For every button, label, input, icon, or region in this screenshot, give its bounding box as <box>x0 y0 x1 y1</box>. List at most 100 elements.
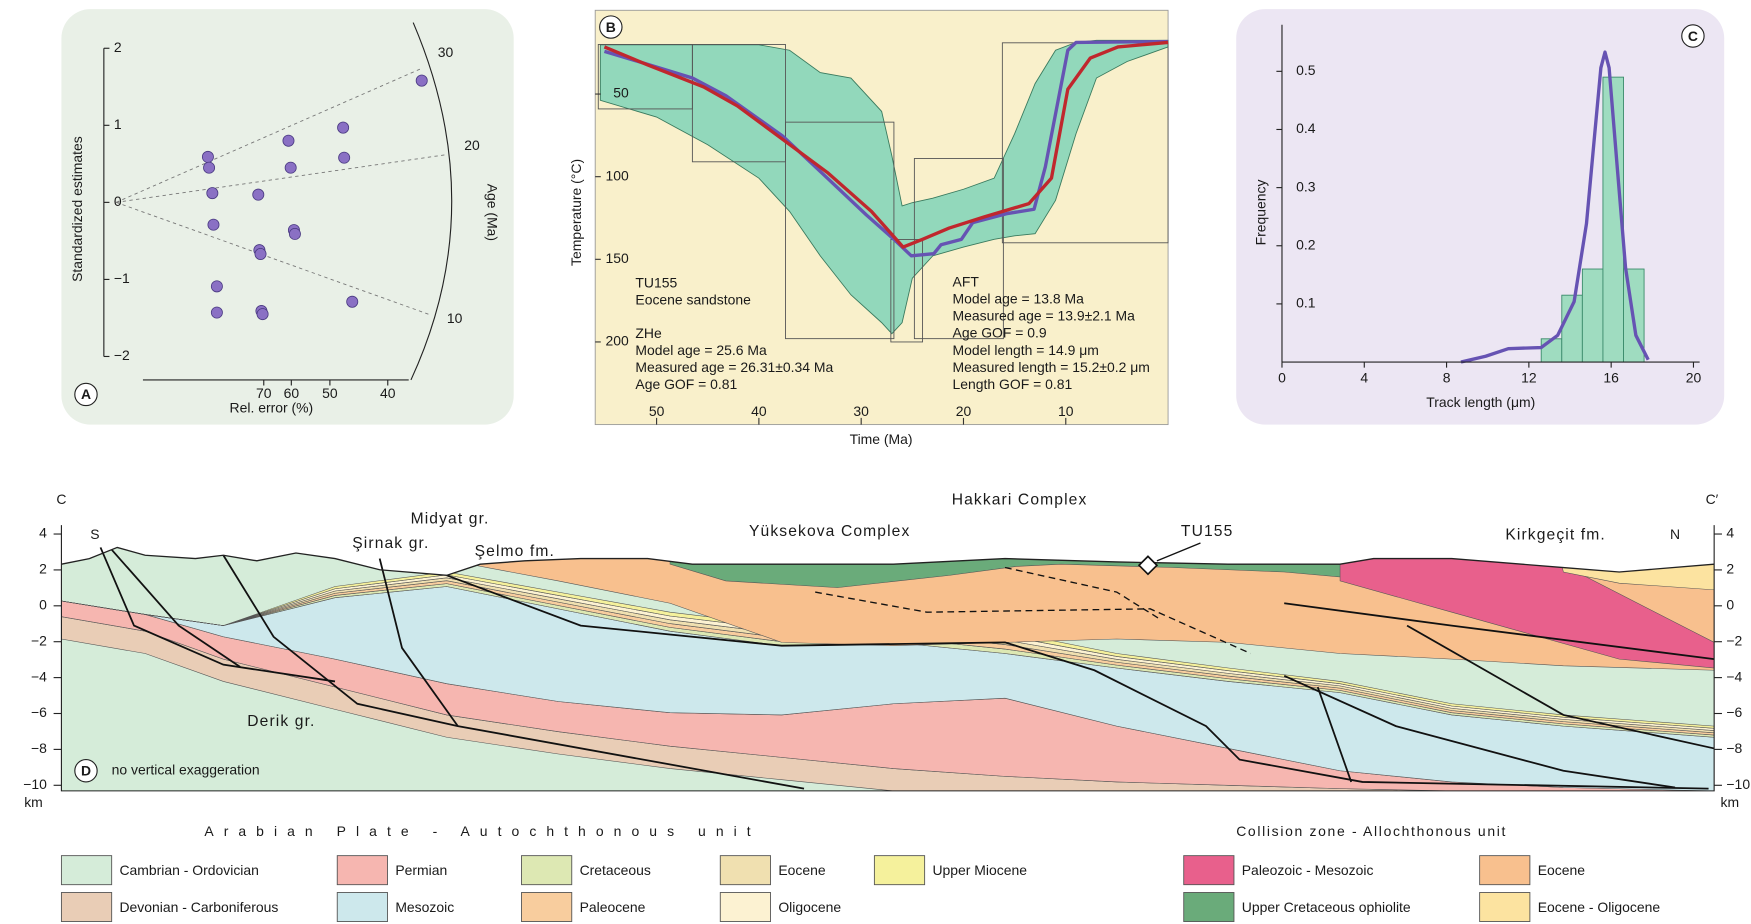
y-tick-label: 0.1 <box>1296 295 1316 311</box>
y-tick-label: 2 <box>1726 561 1734 577</box>
legend-label: Cambrian - Ordovician <box>119 862 258 878</box>
unit-name: Yüksekova Complex <box>749 523 910 540</box>
x-tick-label: 50 <box>649 403 665 419</box>
bar <box>1581 268 1604 363</box>
y-tick-label: −8 <box>1726 740 1742 756</box>
fault <box>446 574 1709 790</box>
panel-letter-badge <box>599 15 623 39</box>
layer-cover <box>61 571 1715 729</box>
annotation: Measured age = 13.9±2.1 Ma <box>953 308 1136 324</box>
y-tick-label: −10 <box>23 776 47 792</box>
fault <box>1406 624 1715 750</box>
point <box>206 187 219 200</box>
legend-swatch <box>1183 855 1235 886</box>
annotation: Measured length = 15.2±0.2 μm <box>953 359 1150 375</box>
legend-label: Upper Cretaceous ophiolite <box>1242 899 1411 915</box>
direction: N <box>1670 526 1680 542</box>
y-axis-label: Temperature (°C) <box>568 159 584 266</box>
age-ray <box>116 154 448 203</box>
panel-letter-badge <box>1681 24 1705 48</box>
y-tick-label: 4 <box>39 525 47 541</box>
x-tick-label: 0 <box>1278 369 1286 385</box>
legend-swatch <box>60 855 113 886</box>
annotation: Age GOF = 0.9 <box>953 325 1047 341</box>
legend-swatch <box>60 892 113 922</box>
y-tick-label: 0 <box>39 597 47 613</box>
y-tick-label: −6 <box>31 704 47 720</box>
y-axis-label: Frequency <box>1253 179 1269 245</box>
y-tick-label: −8 <box>31 740 47 756</box>
x-tick-label: 60 <box>284 385 300 401</box>
y-tick-label: 0.2 <box>1296 236 1316 252</box>
x-tick-label: 8 <box>1443 369 1451 385</box>
legend-swatch <box>521 892 573 922</box>
point <box>201 150 214 163</box>
legend-label: Oligocene <box>778 899 841 915</box>
length-curve <box>1460 50 1650 364</box>
unit-name: Derik gr. <box>247 713 315 730</box>
y-tick-label: 2 <box>39 561 47 577</box>
unit-name: TU155 <box>1181 523 1233 540</box>
y-tick-label: 0 <box>114 193 122 209</box>
age-arc <box>410 22 453 381</box>
point <box>284 161 297 174</box>
unit-name: Kirkgeçit fm. <box>1505 526 1605 543</box>
z-axis-label: Age (Ma) <box>485 184 501 241</box>
panel-letter-badge <box>74 382 98 407</box>
legend-swatch <box>1479 892 1531 922</box>
annotation: Length GOF = 0.81 <box>953 376 1073 392</box>
legend-label: Permian <box>395 862 447 878</box>
section-frame <box>60 525 1715 792</box>
point <box>254 248 267 260</box>
point <box>288 227 301 240</box>
x-axis-label: Rel. error (%) <box>230 400 314 416</box>
y-tick-label: 100 <box>605 167 629 183</box>
legend-title: Collision zone - Allochthonous unit <box>1236 823 1507 839</box>
annotation: Measured age = 26.31±0.34 Ma <box>635 359 833 375</box>
y-tick-label: 1 <box>114 116 122 132</box>
constraint-box <box>785 121 895 340</box>
fault <box>1283 675 1676 789</box>
y-tick-label: 4 <box>1726 525 1734 541</box>
y-tick-label: 50 <box>613 85 629 101</box>
y-tick-label: −6 <box>1726 704 1742 720</box>
x-axis-label: Track length (μm) <box>1426 394 1535 410</box>
legend-title: Arabian Plate - Autochthonous unit <box>204 823 760 839</box>
y-tick-label: −2 <box>31 632 47 648</box>
bar <box>1540 338 1563 363</box>
point <box>252 188 265 201</box>
x-tick-label: 30 <box>853 403 869 419</box>
x-tick-label: 20 <box>956 403 972 419</box>
buried-thrust <box>1004 566 1162 621</box>
y-tick-label: 200 <box>605 333 629 349</box>
point <box>256 308 269 321</box>
constraint-box <box>913 158 1004 340</box>
fault <box>99 547 336 683</box>
sample-leader <box>1156 542 1201 562</box>
point <box>346 295 359 308</box>
unit-label: km <box>24 794 43 810</box>
panel-letter: D <box>81 763 91 779</box>
legend-label: Paleozoic - Mesozoic <box>1242 862 1374 878</box>
y-tick-label: −4 <box>1726 668 1742 684</box>
annotation: Model age = 13.8 Ma <box>953 291 1085 307</box>
y-tick-label: −10 <box>1726 776 1750 792</box>
unit-name: Şelmo fm. <box>475 543 555 560</box>
legend-label: Eocene <box>778 862 826 878</box>
direction: S <box>90 526 99 542</box>
point <box>210 306 223 319</box>
annotation: Eocene sandstone <box>635 292 751 308</box>
model-path <box>603 39 1169 258</box>
legend-swatch <box>873 855 926 886</box>
point <box>337 121 350 134</box>
fault <box>222 554 805 790</box>
annotation: TU155 <box>635 275 677 291</box>
cross-section-overlay <box>60 525 1715 792</box>
annotation: AFT <box>953 273 980 289</box>
y-tick-label: 0.5 <box>1296 62 1316 78</box>
point <box>415 74 428 87</box>
age-tick-label: 30 <box>438 44 454 60</box>
y-axis-label: Standardized estimates <box>69 136 85 282</box>
